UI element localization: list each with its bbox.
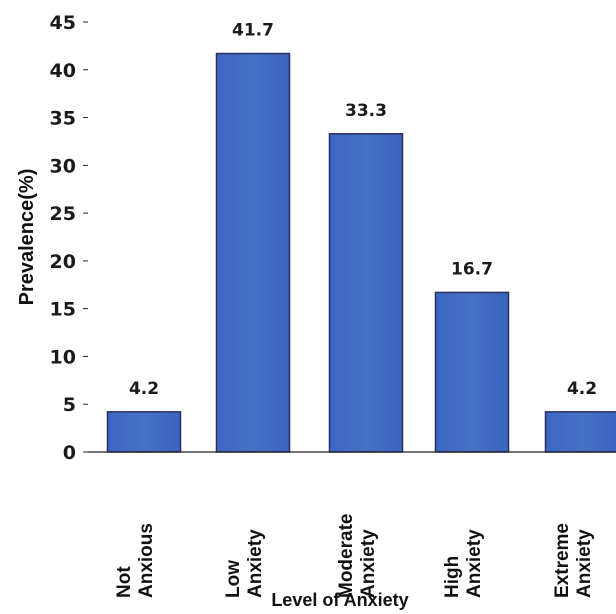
x-tick-label-line: Anxiety (245, 529, 266, 598)
bar (328, 133, 404, 453)
x-axis-title: Level of Anxiety (271, 590, 408, 610)
bar (106, 411, 182, 453)
y-tick-label: 10 (50, 346, 76, 368)
data-labels: 4.2 41.7 33.3 16.7 4.2 (129, 21, 597, 399)
bar (544, 411, 616, 453)
x-tick-label-line: Anxiety (464, 529, 485, 598)
y-axis: 0 5 10 15 20 25 30 35 40 45 (50, 12, 88, 464)
y-tick-label: 45 (50, 12, 76, 34)
x-tick-label: Extreme Anxiety (552, 523, 595, 598)
y-tick-label: 25 (50, 203, 76, 225)
bar (434, 291, 510, 453)
y-tick-label: 0 (63, 442, 76, 464)
y-tick-label: 5 (63, 394, 76, 416)
x-tick-label: Moderate Anxiety (336, 514, 379, 598)
y-tick-label: 30 (50, 155, 76, 177)
data-label: 4.2 (567, 379, 597, 399)
x-tick-label-line: Extreme (552, 523, 573, 598)
x-tick-label-line: Anxiety (574, 529, 595, 598)
y-axis-title: Prevalence(%) (16, 169, 38, 306)
x-tick-label-line: Anxiety (358, 529, 379, 598)
y-tick-label: 35 (50, 108, 76, 130)
x-tick-label-line: High (442, 556, 463, 598)
x-tick-label-line: Moderate (336, 514, 357, 598)
bar (215, 52, 291, 453)
x-tick-label-line: Anxious (136, 523, 157, 598)
x-tick-label-line: Low (223, 560, 244, 598)
x-tick-label: Not Anxious (114, 523, 157, 598)
y-tick-label: 20 (50, 251, 76, 273)
data-label: 16.7 (451, 259, 493, 279)
x-tick-label: Low Anxiety (223, 529, 266, 598)
data-label: 41.7 (232, 21, 274, 41)
x-tick-label: High Anxiety (442, 529, 485, 598)
data-label: 33.3 (345, 101, 387, 121)
x-tick-label-line: Not (114, 566, 135, 598)
y-tick-label: 15 (50, 299, 76, 321)
x-axis: Not Anxious Low Anxiety Moderate Anxiety High A… (88, 451, 616, 598)
data-label: 4.2 (129, 379, 159, 399)
y-tick-label: 40 (50, 60, 76, 82)
